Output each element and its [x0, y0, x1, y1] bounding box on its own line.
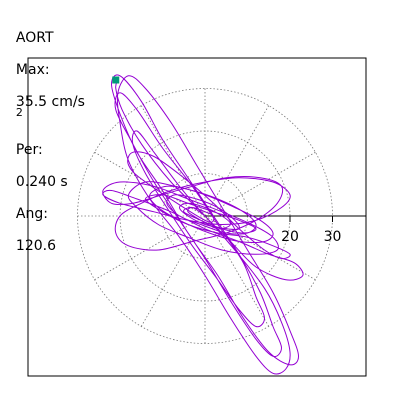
grid-spoke-30: [204, 151, 316, 217]
label-aort: AORT: [15, 30, 54, 46]
marker-layer: [112, 76, 120, 84]
per-label: Per:: [15, 142, 43, 158]
axis-ticks: 20 30: [281, 216, 341, 245]
ang-label: Ang:: [15, 206, 48, 222]
grid-spoke-240: [140, 215, 206, 327]
per-value: 0.240 s: [15, 174, 68, 190]
grid-spoke-150: [94, 151, 206, 217]
grid-spoke-210: [94, 215, 206, 281]
grid-spoke-120: [140, 105, 206, 217]
max-label: Max:: [15, 62, 50, 78]
trace-layer: [102, 74, 304, 375]
grid-spoke-330: [204, 215, 316, 281]
max-exponent: 2: [15, 106, 23, 119]
start-marker: [112, 76, 120, 84]
grid-spoke-300: [204, 215, 270, 327]
ang-value: 120.6: [15, 238, 56, 254]
tick-label-30: 30: [324, 229, 342, 245]
velocity-trace: [102, 74, 304, 375]
max-value: 35.5 cm/s: [15, 94, 85, 110]
grid-spoke-60: [204, 105, 270, 217]
header-line: AORT Max: 35.5 cm/s 2 Per: 0.240 s Ang: …: [7, 14, 85, 254]
tick-label-20: 20: [281, 229, 299, 245]
plot-frame: [27, 57, 367, 377]
